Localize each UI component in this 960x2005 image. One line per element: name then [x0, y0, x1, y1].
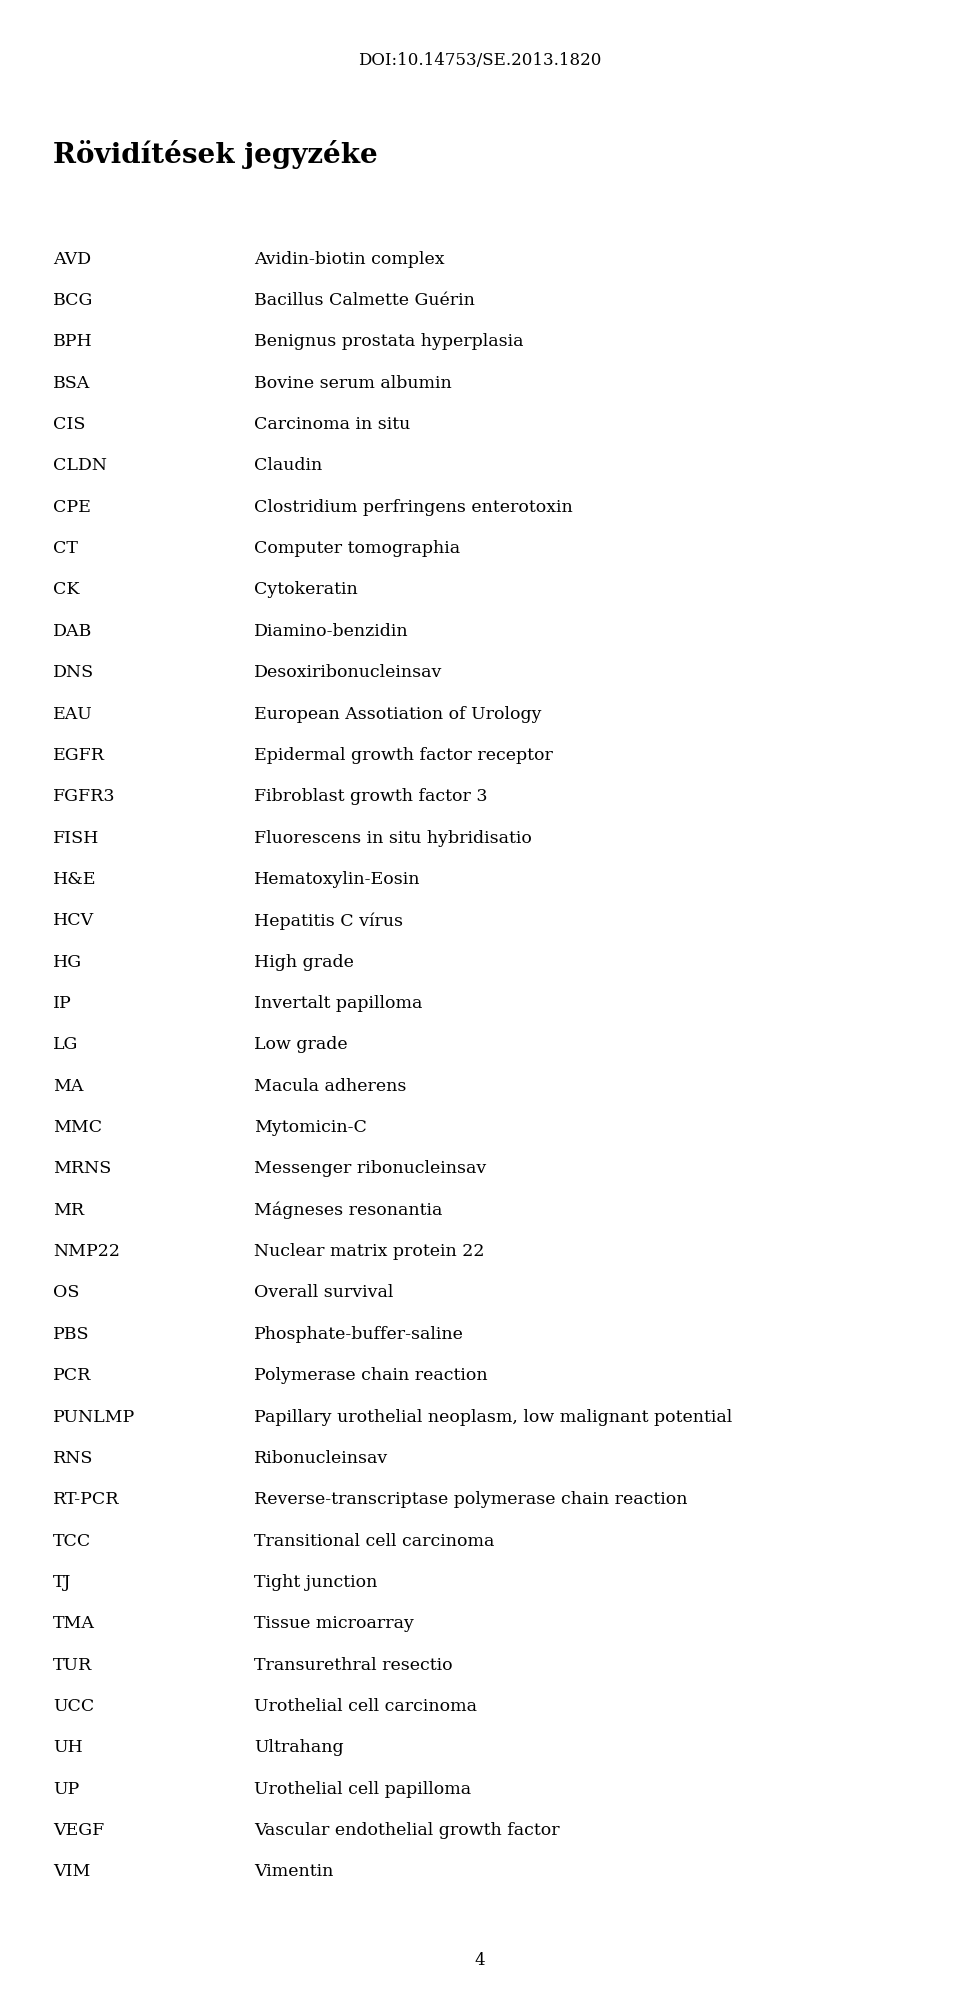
Text: TCC: TCC	[53, 1532, 91, 1550]
Text: PUNLMP: PUNLMP	[53, 1408, 135, 1426]
Text: 4: 4	[474, 1953, 486, 1969]
Text: Polymerase chain reaction: Polymerase chain reaction	[254, 1367, 488, 1383]
Text: Hepatitis C vírus: Hepatitis C vírus	[254, 912, 403, 930]
Text: PCR: PCR	[53, 1367, 91, 1383]
Text: HG: HG	[53, 954, 82, 970]
Text: Carcinoma in situ: Carcinoma in situ	[254, 417, 411, 433]
Text: Benignus prostata hyperplasia: Benignus prostata hyperplasia	[254, 333, 524, 351]
Text: RNS: RNS	[53, 1450, 93, 1468]
Text: Transitional cell carcinoma: Transitional cell carcinoma	[254, 1532, 494, 1550]
Text: Tissue microarray: Tissue microarray	[254, 1616, 415, 1632]
Text: High grade: High grade	[254, 954, 354, 970]
Text: Epidermal growth factor receptor: Epidermal growth factor receptor	[254, 748, 553, 764]
Text: Desoxiribonucleinsav: Desoxiribonucleinsav	[254, 664, 443, 682]
Text: CK: CK	[53, 581, 80, 597]
Text: Papillary urothelial neoplasm, low malignant potential: Papillary urothelial neoplasm, low malig…	[254, 1408, 732, 1426]
Text: CPE: CPE	[53, 499, 90, 515]
Text: Overall survival: Overall survival	[254, 1285, 394, 1301]
Text: H&E: H&E	[53, 870, 96, 888]
Text: Macula adherens: Macula adherens	[254, 1079, 407, 1095]
Text: VEGF: VEGF	[53, 1823, 104, 1839]
Text: Bovine serum albumin: Bovine serum albumin	[254, 375, 452, 391]
Text: PBS: PBS	[53, 1325, 89, 1343]
Text: UCC: UCC	[53, 1698, 94, 1714]
Text: NMP22: NMP22	[53, 1243, 120, 1259]
Text: TJ: TJ	[53, 1574, 71, 1590]
Text: Diamino-benzidin: Diamino-benzidin	[254, 624, 409, 640]
Text: DAB: DAB	[53, 624, 92, 640]
Text: Clostridium perfringens enterotoxin: Clostridium perfringens enterotoxin	[254, 499, 573, 515]
Text: Avidin-biotin complex: Avidin-biotin complex	[254, 251, 444, 267]
Text: AVD: AVD	[53, 251, 91, 267]
Text: Urothelial cell carcinoma: Urothelial cell carcinoma	[254, 1698, 477, 1714]
Text: Phosphate-buffer-saline: Phosphate-buffer-saline	[254, 1325, 465, 1343]
Text: CLDN: CLDN	[53, 457, 107, 475]
Text: HCV: HCV	[53, 912, 94, 928]
Text: DNS: DNS	[53, 664, 94, 682]
Text: OS: OS	[53, 1285, 79, 1301]
Text: UP: UP	[53, 1780, 79, 1798]
Text: Cytokeratin: Cytokeratin	[254, 581, 358, 597]
Text: TUR: TUR	[53, 1656, 92, 1674]
Text: Hematoxylin-Eosin: Hematoxylin-Eosin	[254, 870, 420, 888]
Text: Invertalt papilloma: Invertalt papilloma	[254, 994, 422, 1013]
Text: Fibroblast growth factor 3: Fibroblast growth factor 3	[254, 788, 488, 806]
Text: UH: UH	[53, 1738, 83, 1756]
Text: MA: MA	[53, 1079, 84, 1095]
Text: Ribonucleinsav: Ribonucleinsav	[254, 1450, 389, 1468]
Text: Transurethral resectio: Transurethral resectio	[254, 1656, 453, 1674]
Text: IP: IP	[53, 994, 72, 1013]
Text: BSA: BSA	[53, 375, 90, 391]
Text: BPH: BPH	[53, 333, 92, 351]
Text: Low grade: Low grade	[254, 1037, 348, 1053]
Text: EGFR: EGFR	[53, 748, 105, 764]
Text: European Assotiation of Urology: European Assotiation of Urology	[254, 706, 541, 722]
Text: Claudin: Claudin	[254, 457, 323, 475]
Text: Computer tomographia: Computer tomographia	[254, 539, 461, 557]
Text: DOI:10.14753/SE.2013.1820: DOI:10.14753/SE.2013.1820	[358, 52, 602, 68]
Text: TMA: TMA	[53, 1616, 95, 1632]
Text: Ultrahang: Ultrahang	[254, 1738, 344, 1756]
Text: Vimentin: Vimentin	[254, 1863, 334, 1881]
Text: CT: CT	[53, 539, 78, 557]
Text: Bacillus Calmette Guérin: Bacillus Calmette Guérin	[254, 293, 475, 309]
Text: Urothelial cell papilloma: Urothelial cell papilloma	[254, 1780, 471, 1798]
Text: MR: MR	[53, 1201, 84, 1219]
Text: Nuclear matrix protein 22: Nuclear matrix protein 22	[254, 1243, 485, 1259]
Text: Vascular endothelial growth factor: Vascular endothelial growth factor	[254, 1823, 560, 1839]
Text: CIS: CIS	[53, 417, 85, 433]
Text: EAU: EAU	[53, 706, 92, 722]
Text: BCG: BCG	[53, 293, 93, 309]
Text: Rövidítések jegyzéke: Rövidítések jegyzéke	[53, 140, 377, 168]
Text: Tight junction: Tight junction	[254, 1574, 378, 1590]
Text: RT-PCR: RT-PCR	[53, 1492, 119, 1508]
Text: LG: LG	[53, 1037, 78, 1053]
Text: Mágneses resonantia: Mágneses resonantia	[254, 1201, 443, 1219]
Text: Messenger ribonucleinsav: Messenger ribonucleinsav	[254, 1161, 487, 1177]
Text: VIM: VIM	[53, 1863, 90, 1881]
Text: FGFR3: FGFR3	[53, 788, 115, 806]
Text: Reverse-transcriptase polymerase chain reaction: Reverse-transcriptase polymerase chain r…	[254, 1492, 688, 1508]
Text: Fluorescens in situ hybridisatio: Fluorescens in situ hybridisatio	[254, 830, 532, 846]
Text: MMC: MMC	[53, 1119, 102, 1137]
Text: FISH: FISH	[53, 830, 99, 846]
Text: MRNS: MRNS	[53, 1161, 111, 1177]
Text: Mytomicin-C: Mytomicin-C	[254, 1119, 368, 1137]
